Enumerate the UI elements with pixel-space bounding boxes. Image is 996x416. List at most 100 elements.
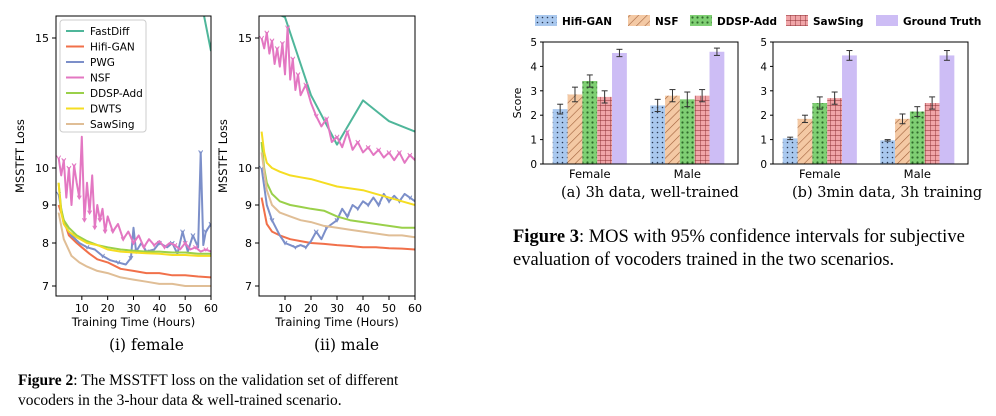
bar-sawsing-female bbox=[597, 96, 613, 164]
series-marker-nsf bbox=[102, 229, 108, 235]
y-tick-label-10: 10 bbox=[238, 162, 252, 175]
y-axis-label-male: MSSTFT Loss bbox=[216, 119, 230, 193]
series-marker-nsf bbox=[295, 72, 301, 77]
series-line-dwts bbox=[57, 182, 211, 257]
series-marker-nsf bbox=[407, 152, 413, 158]
series-marker-nsf bbox=[279, 40, 285, 46]
series-marker-pwg bbox=[365, 202, 371, 208]
legend-swatch-nsf bbox=[628, 15, 650, 26]
legend-label-nsf: NSF bbox=[90, 73, 111, 85]
x-tick-label-60: 60 bbox=[204, 302, 218, 315]
y-tick-label-2: 2 bbox=[760, 110, 767, 122]
series-marker-nsf bbox=[87, 210, 93, 216]
y-tick-label-5: 5 bbox=[760, 37, 767, 49]
bar-sawsing-male bbox=[694, 95, 710, 164]
legend-label-sawsing: SawSing bbox=[90, 119, 135, 131]
series-group-male bbox=[259, 16, 415, 251]
x-tick-label-30: 30 bbox=[127, 302, 141, 315]
series-marker-nsf bbox=[203, 247, 209, 252]
series-marker-nsf bbox=[182, 240, 188, 246]
x-tick-label-30: 30 bbox=[330, 302, 344, 315]
legend-swatch-ddsp-add bbox=[690, 15, 712, 26]
series-marker-nsf bbox=[324, 116, 330, 122]
bar-nsf-female bbox=[567, 94, 583, 164]
series-marker-nsf bbox=[71, 163, 77, 168]
bar-ddsp-add-female bbox=[582, 81, 598, 164]
series-marker-pwg bbox=[303, 245, 309, 250]
series-marker-pwg bbox=[208, 221, 211, 227]
x-tick-label-40: 40 bbox=[152, 302, 166, 315]
series-marker-pwg bbox=[198, 150, 204, 155]
category-label-female: Female bbox=[799, 167, 841, 181]
series-marker-pwg bbox=[203, 229, 209, 235]
subcaption-3min-data: (b) 3min data, 3h training bbox=[792, 185, 983, 201]
series-marker-pwg bbox=[282, 240, 288, 246]
series-marker-pwg bbox=[386, 199, 392, 204]
y-tick-label-3: 3 bbox=[760, 86, 767, 98]
y-tick-label-15: 15 bbox=[35, 32, 49, 45]
series-marker-nsf bbox=[172, 242, 178, 248]
x-tick-label-20: 20 bbox=[304, 302, 318, 315]
figure-3-text: : MOS with 95% confidence intervals for … bbox=[513, 227, 965, 270]
y-tick-label-4: 4 bbox=[530, 61, 537, 73]
legend-label-hifi-gan: Hifi-GAN bbox=[562, 16, 612, 28]
y-axis-label-3h: Score bbox=[511, 87, 524, 118]
bar-ddsp-add-male bbox=[909, 111, 925, 164]
series-marker-pwg bbox=[84, 245, 90, 250]
series-marker-nsf bbox=[396, 150, 402, 155]
series-marker-pwg bbox=[407, 195, 413, 201]
y-tick-label-4: 4 bbox=[760, 61, 767, 73]
series-marker-nsf bbox=[259, 35, 265, 41]
series-marker-nsf bbox=[151, 242, 157, 248]
y-tick-label-0: 0 bbox=[760, 159, 767, 171]
plot-frame-3min bbox=[772, 41, 969, 165]
series-marker-pwg bbox=[115, 260, 121, 265]
series-marker-nsf bbox=[290, 56, 296, 62]
y-tick-label-7: 7 bbox=[42, 280, 49, 293]
figure-2-caption: Figure 2: The MSSTFT loss on the validat… bbox=[18, 371, 438, 411]
y-tick-label-8: 8 bbox=[245, 237, 252, 250]
series-line-hifi-gan bbox=[260, 197, 415, 251]
y-tick-label-0: 0 bbox=[530, 159, 537, 171]
series-line-fastdiff bbox=[203, 16, 211, 52]
series-marker-nsf bbox=[365, 144, 371, 150]
x-axis-label-female: Training Time (Hours) bbox=[71, 315, 196, 329]
x-tick-label-50: 50 bbox=[178, 302, 192, 315]
series-line-fastdiff bbox=[279, 16, 415, 146]
category-label-male: Male bbox=[904, 167, 931, 181]
series-marker-nsf bbox=[376, 147, 382, 153]
series-marker-nsf bbox=[120, 236, 126, 242]
series-marker-nsf bbox=[313, 113, 319, 119]
category-label-female: Female bbox=[569, 167, 611, 181]
series-marker-nsf bbox=[264, 30, 270, 36]
bar-hifi-gan-male bbox=[650, 105, 666, 164]
series-marker-pwg bbox=[190, 233, 196, 238]
bar-nsf-female bbox=[797, 118, 813, 164]
bar-ground-truth-male bbox=[709, 51, 725, 165]
subcaption-male: (ii) male bbox=[314, 336, 380, 354]
series-marker-nsf bbox=[269, 38, 275, 44]
legend-label-nsf: NSF bbox=[655, 16, 679, 28]
series-line-sawsing bbox=[260, 152, 415, 239]
series-marker-nsf bbox=[61, 157, 67, 163]
y-tick-label-3: 3 bbox=[530, 86, 537, 98]
series-line-nsf bbox=[57, 135, 211, 253]
series-marker-nsf bbox=[110, 229, 116, 235]
legend-label-ground-truth: Ground Truth bbox=[903, 16, 981, 28]
legend-label-pwg: PWG bbox=[90, 57, 115, 69]
y-axis-label-female: MSSTFT Loss bbox=[13, 119, 27, 193]
series-line-nsf bbox=[260, 26, 415, 164]
series-marker-nsf bbox=[386, 150, 392, 155]
y-tick-label-15: 15 bbox=[238, 32, 252, 45]
category-label-male: Male bbox=[674, 167, 701, 181]
series-marker-nsf bbox=[76, 195, 82, 201]
series-marker-pwg bbox=[100, 253, 105, 259]
y-tick-label-8: 8 bbox=[42, 237, 49, 250]
series-line-hifi-gan bbox=[57, 204, 211, 279]
subcaption-3h-data: (a) 3h data, well-trained bbox=[561, 185, 739, 201]
series-marker-nsf bbox=[303, 82, 309, 88]
line-chart-male: 7 8 9 10 15 10 20 30 40 50 60 Training Time (Hours)… bbox=[216, 15, 422, 329]
y-tick-label-5: 5 bbox=[530, 37, 537, 49]
y-tick-label-7: 7 bbox=[245, 280, 252, 293]
series-marker-pwg bbox=[128, 255, 134, 261]
